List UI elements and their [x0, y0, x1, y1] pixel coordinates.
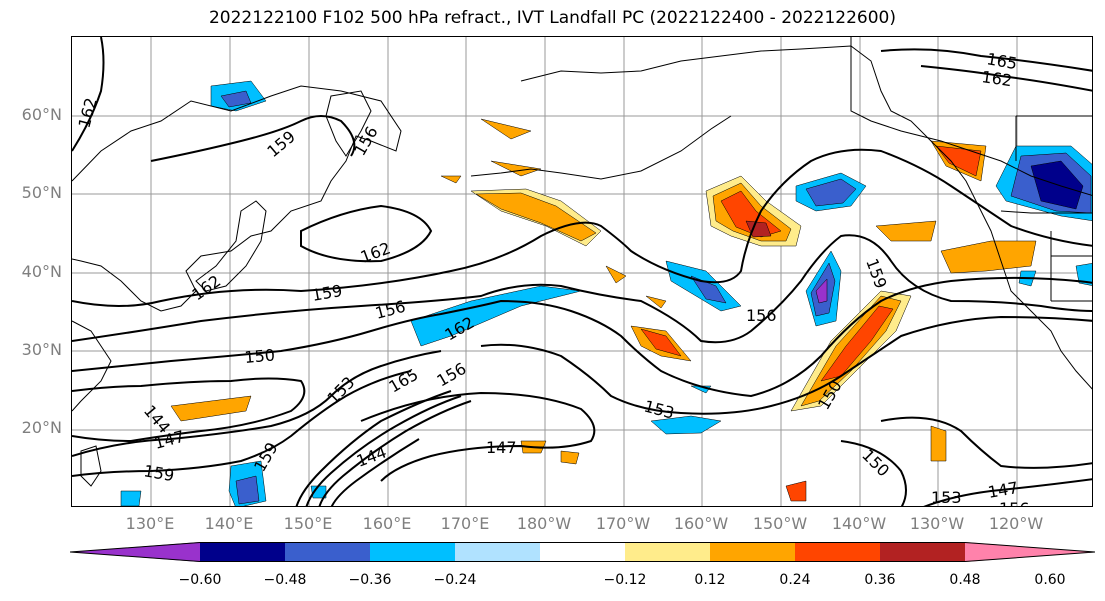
colorbar-cell	[625, 542, 711, 562]
lon-label-160e: 160°E	[362, 514, 412, 533]
contour-153-se	[880, 416, 1092, 469]
contour-156	[72, 234, 1092, 344]
contour-144-left	[72, 377, 306, 443]
contour-159-upper	[150, 115, 356, 162]
lon-label-140e: 140°E	[204, 514, 254, 533]
contour-jet-1	[295, 390, 452, 506]
contour-label-156-kam: 156	[350, 123, 382, 159]
colorbar-tick-label: −0.24	[433, 572, 477, 588]
contour-label-159-sw: 159	[142, 461, 175, 485]
contour-147-left	[72, 350, 442, 457]
contour-label-147-s: 147	[486, 438, 517, 457]
colorbar-cell	[285, 542, 371, 562]
colorbar-cell	[455, 542, 541, 562]
contour-162-center	[300, 204, 433, 263]
contour-jet-4	[330, 438, 420, 506]
canada-border	[850, 37, 1092, 196]
contour-label-156-jet: 156	[434, 359, 470, 391]
colorbar-tick-label: 0.24	[779, 572, 811, 588]
lon-label-170w: 170°W	[595, 514, 651, 533]
colorbar-tick-label: −0.12	[603, 572, 647, 588]
colorbar-tick-label: 0.12	[694, 572, 726, 588]
lat-label-30n: 30°N	[21, 340, 62, 359]
lat-label-40n: 40°N	[21, 262, 62, 281]
coast-alaska	[520, 45, 1092, 390]
coast-aleutians	[470, 115, 732, 180]
contour-label-159-kuril: 159	[263, 127, 299, 161]
contour-159-main	[72, 148, 1092, 307]
contour-150-south	[840, 440, 907, 506]
contour-jet-2	[305, 395, 462, 506]
coast-japan	[195, 200, 267, 292]
colorbar-extend-high	[965, 542, 1095, 562]
contour-jet-3	[318, 400, 472, 506]
contour-label-162-ne: 162	[980, 67, 1013, 90]
state-lines	[1015, 115, 1092, 302]
map-svg: 165 162 162 159 156 162 159 162 156 162 …	[72, 37, 1092, 507]
colorbar-cell	[795, 542, 881, 562]
lat-label-20n: 20°N	[21, 418, 62, 437]
contour-label-156-e: 156	[746, 306, 777, 325]
lon-label-150w: 150°W	[752, 514, 808, 533]
contour-162-west	[72, 37, 105, 152]
contour-label-144-s: 144	[354, 442, 389, 470]
contour-label-150-w: 150	[244, 345, 276, 367]
coast-taiwan	[80, 445, 102, 487]
colorbar-tick-label: 0.36	[864, 572, 896, 588]
colorbar-outline	[70, 542, 1095, 562]
colorbar-tick-label: −0.36	[348, 572, 392, 588]
colorbar-tick-label: 0.60	[1034, 572, 1066, 588]
lat-label-60n: 60°N	[21, 105, 62, 124]
contour-147-south	[360, 391, 596, 482]
contour-162-north	[920, 65, 1092, 92]
contour-labels: 165 162 162 159 156 162 159 162 156 162 …	[75, 49, 1030, 507]
coast-asia	[72, 85, 402, 312]
contour-label-162-japan: 162	[188, 271, 224, 304]
colorbar-tick-label: 0.48	[949, 572, 981, 588]
contour-153	[480, 315, 1092, 415]
colorbar-cell	[710, 542, 796, 562]
colorbar	[70, 542, 1095, 562]
lon-label-140w: 140°W	[831, 514, 887, 533]
lon-label-130w: 130°W	[909, 514, 965, 533]
contour-159-left	[72, 370, 412, 477]
contour-165-north	[880, 48, 1092, 72]
lon-label-170e: 170°E	[440, 514, 490, 533]
colorbar-tick-label: −0.48	[263, 572, 307, 588]
contour-label-165-jet: 165	[386, 365, 422, 397]
contour-150	[72, 276, 1092, 398]
map-title: 2022122100 F102 500 hPa refract., IVT La…	[208, 8, 896, 28]
contour-label-156-se: 156	[999, 499, 1030, 507]
colorbar-tick-label: −0.60	[178, 572, 222, 588]
contour-label-153-se: 153	[931, 488, 962, 507]
contour-label-159-e: 159	[862, 256, 890, 291]
shading-positive	[170, 118, 1037, 502]
lon-label-180w: 180°W	[516, 514, 572, 533]
colorbar-cell	[200, 542, 286, 562]
lon-label-130e: 130°E	[125, 514, 175, 533]
lat-label-50n: 50°N	[21, 183, 62, 202]
map-panel: 165 162 162 159 156 162 159 162 156 162 …	[71, 36, 1093, 507]
contour-label-159-main: 159	[310, 281, 343, 305]
contour-147-se	[923, 478, 1092, 506]
contour-label-150-se: 150	[858, 445, 893, 480]
contour-label-153-e: 153	[642, 397, 676, 423]
colorbar-cell	[540, 542, 626, 562]
colorbar-cell	[880, 542, 966, 562]
lon-label-150e: 150°E	[283, 514, 333, 533]
contour-label-162-w: 162	[75, 96, 101, 130]
contours	[72, 37, 1092, 506]
coastlines	[72, 37, 1092, 487]
contour-label-156-main: 156	[373, 297, 407, 323]
lon-label-160w: 160°W	[673, 514, 729, 533]
colorbar-extend-low	[70, 542, 200, 562]
us-border	[1000, 210, 1092, 214]
coast-china-south	[72, 320, 112, 412]
colorbar-cell	[370, 542, 456, 562]
lon-label-120w: 120°W	[988, 514, 1044, 533]
